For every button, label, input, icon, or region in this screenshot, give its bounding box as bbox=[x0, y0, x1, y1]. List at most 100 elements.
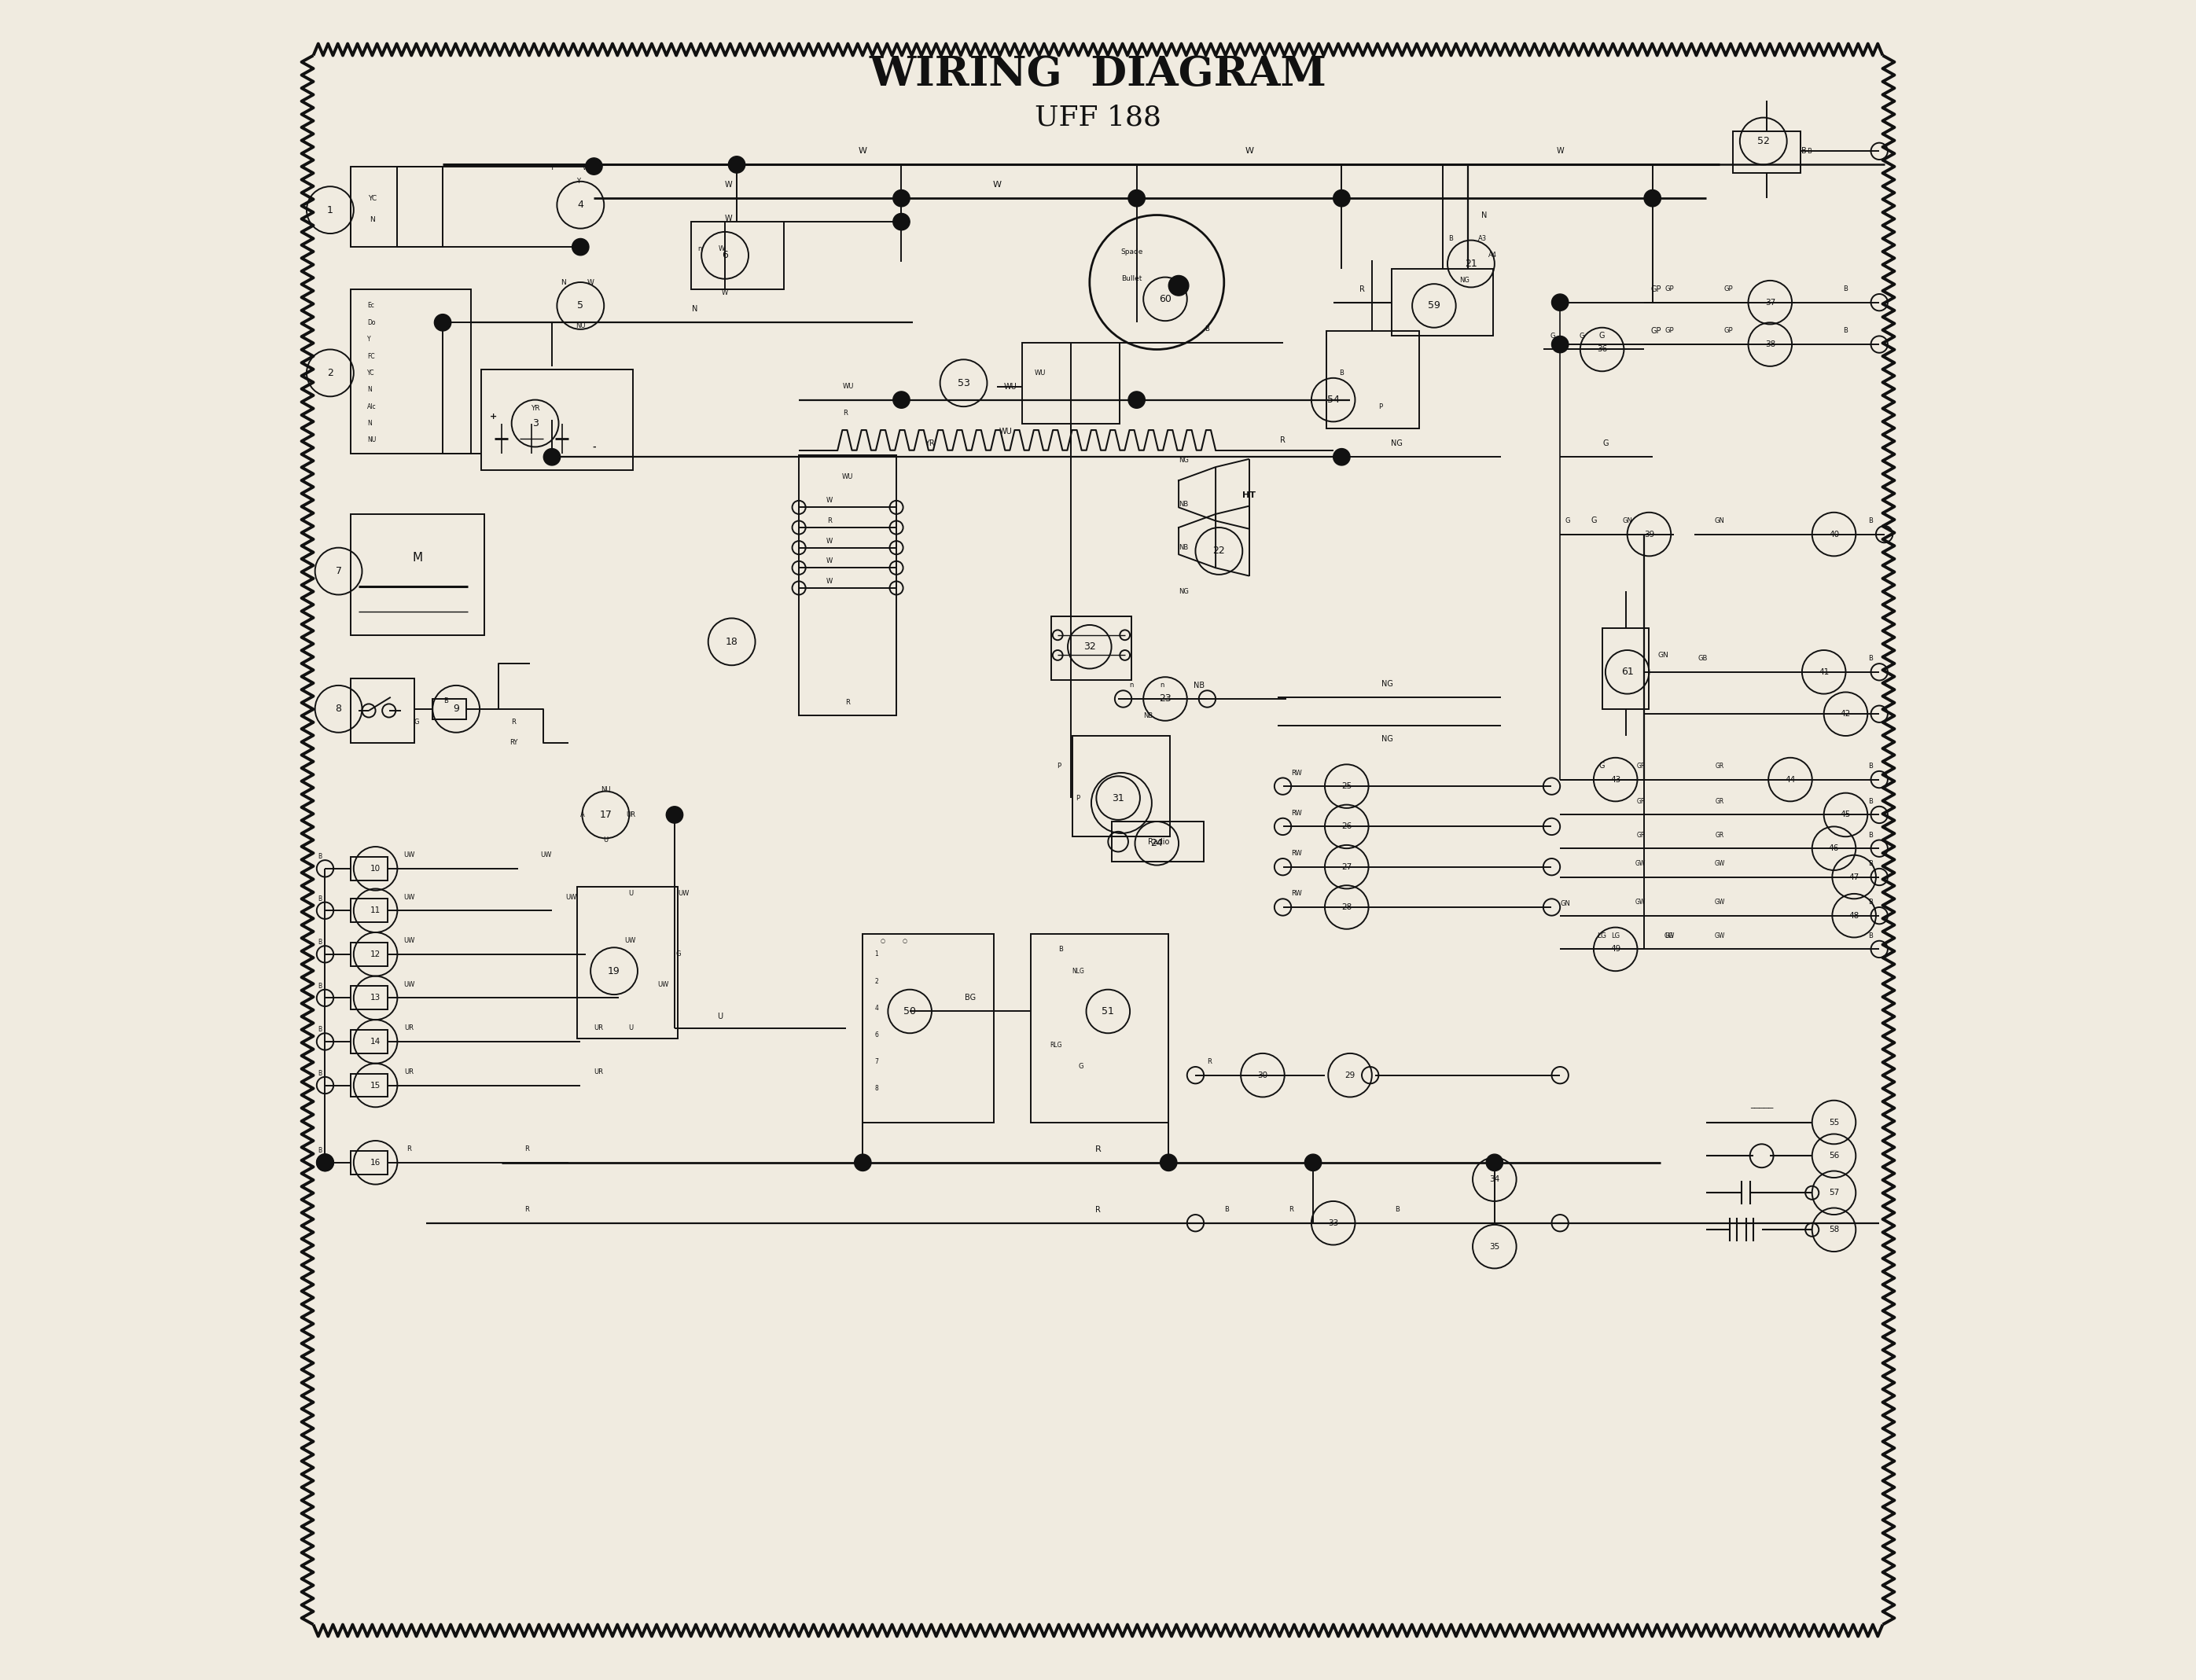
Text: UR: UR bbox=[404, 1025, 413, 1032]
Text: 2: 2 bbox=[327, 368, 334, 378]
Text: GW: GW bbox=[1715, 899, 1724, 906]
Text: 18: 18 bbox=[725, 637, 738, 647]
Text: NB: NB bbox=[1144, 712, 1153, 719]
Circle shape bbox=[894, 391, 909, 408]
Text: 14: 14 bbox=[371, 1038, 380, 1045]
Text: A: A bbox=[580, 811, 584, 818]
Text: B: B bbox=[318, 853, 323, 860]
Text: NB: NB bbox=[1179, 501, 1188, 507]
Text: N: N bbox=[692, 306, 698, 312]
Text: 19: 19 bbox=[608, 966, 619, 976]
Text: RW: RW bbox=[1291, 769, 1302, 776]
Text: NG: NG bbox=[1458, 277, 1469, 284]
Text: 10: 10 bbox=[371, 865, 380, 872]
Text: NU: NU bbox=[367, 437, 376, 444]
Circle shape bbox=[894, 190, 909, 207]
Circle shape bbox=[1129, 190, 1144, 207]
Circle shape bbox=[1553, 336, 1568, 353]
Text: NU: NU bbox=[575, 323, 586, 329]
Text: 44: 44 bbox=[1785, 776, 1796, 783]
Text: ○: ○ bbox=[881, 939, 885, 942]
Text: G: G bbox=[1579, 333, 1586, 339]
Circle shape bbox=[1159, 1154, 1177, 1171]
Text: 21: 21 bbox=[1465, 259, 1478, 269]
Text: B: B bbox=[1223, 1206, 1228, 1213]
Text: RLG: RLG bbox=[1050, 1042, 1063, 1048]
Text: W: W bbox=[826, 578, 832, 585]
Text: 56: 56 bbox=[1829, 1152, 1838, 1159]
Text: UW: UW bbox=[540, 852, 551, 858]
Circle shape bbox=[573, 239, 589, 255]
Text: +: + bbox=[490, 413, 496, 420]
Text: U: U bbox=[628, 1025, 632, 1032]
Bar bbox=[351, 1074, 386, 1097]
Text: 15: 15 bbox=[371, 1082, 380, 1089]
Text: 28: 28 bbox=[1342, 904, 1353, 911]
Text: 6: 6 bbox=[722, 250, 729, 260]
Text: UW: UW bbox=[404, 894, 415, 900]
Text: WU: WU bbox=[843, 383, 854, 390]
Text: 13: 13 bbox=[371, 995, 380, 1001]
Text: 23: 23 bbox=[1159, 694, 1170, 704]
Text: G: G bbox=[676, 951, 681, 958]
Circle shape bbox=[665, 806, 683, 823]
Text: W: W bbox=[1557, 148, 1564, 155]
Text: B: B bbox=[444, 697, 448, 704]
Text: G: G bbox=[1078, 1063, 1085, 1070]
Text: 43: 43 bbox=[1610, 776, 1621, 783]
Text: RW: RW bbox=[1291, 810, 1302, 816]
Circle shape bbox=[729, 156, 744, 173]
Text: R: R bbox=[828, 517, 832, 524]
Text: R: R bbox=[512, 719, 516, 726]
Text: YR: YR bbox=[531, 405, 540, 412]
Text: R: R bbox=[1280, 437, 1285, 444]
Bar bbox=[351, 289, 472, 454]
Bar bbox=[481, 370, 632, 470]
Bar bbox=[351, 986, 386, 1010]
Text: NB: NB bbox=[1192, 682, 1203, 689]
Text: GW: GW bbox=[1715, 860, 1724, 867]
Text: GN: GN bbox=[1623, 517, 1632, 524]
Text: -: - bbox=[593, 444, 595, 450]
Text: P: P bbox=[1379, 403, 1381, 410]
Text: 17: 17 bbox=[600, 810, 613, 820]
Text: NU: NU bbox=[602, 786, 610, 793]
Text: B: B bbox=[1869, 932, 1873, 939]
Bar bbox=[1603, 628, 1649, 709]
Circle shape bbox=[1553, 294, 1568, 311]
Text: LG: LG bbox=[1665, 932, 1673, 939]
Text: NG: NG bbox=[1179, 457, 1188, 464]
Text: UW: UW bbox=[564, 894, 578, 900]
Bar bbox=[1052, 617, 1131, 680]
Text: GP: GP bbox=[1651, 286, 1660, 292]
Text: 41: 41 bbox=[1818, 669, 1829, 675]
Text: A4: A4 bbox=[1489, 252, 1498, 259]
Text: W: W bbox=[826, 497, 832, 504]
Text: W: W bbox=[1245, 148, 1254, 155]
Text: Y: Y bbox=[578, 178, 580, 185]
Text: UR: UR bbox=[593, 1025, 604, 1032]
Circle shape bbox=[1333, 449, 1351, 465]
Circle shape bbox=[316, 1154, 334, 1171]
Text: WU: WU bbox=[841, 474, 854, 480]
Text: UR: UR bbox=[404, 1068, 413, 1075]
Text: 31: 31 bbox=[1111, 793, 1124, 803]
Text: n: n bbox=[1159, 682, 1164, 689]
Text: Bullet: Bullet bbox=[1122, 276, 1142, 282]
Text: M: M bbox=[413, 551, 422, 564]
Text: 33: 33 bbox=[1329, 1220, 1337, 1226]
Text: 40: 40 bbox=[1829, 531, 1838, 538]
Bar bbox=[351, 942, 386, 966]
Text: B: B bbox=[1449, 235, 1454, 242]
Text: B: B bbox=[1869, 517, 1873, 524]
Text: B: B bbox=[1869, 899, 1873, 906]
Circle shape bbox=[1333, 190, 1351, 207]
Text: n: n bbox=[698, 245, 703, 252]
Text: B: B bbox=[318, 1070, 323, 1077]
Text: 50: 50 bbox=[903, 1006, 916, 1016]
Text: G: G bbox=[415, 719, 419, 726]
Text: WU: WU bbox=[1004, 383, 1017, 390]
Text: GW: GW bbox=[1636, 899, 1647, 906]
Circle shape bbox=[586, 158, 602, 175]
Text: FC: FC bbox=[367, 353, 376, 360]
